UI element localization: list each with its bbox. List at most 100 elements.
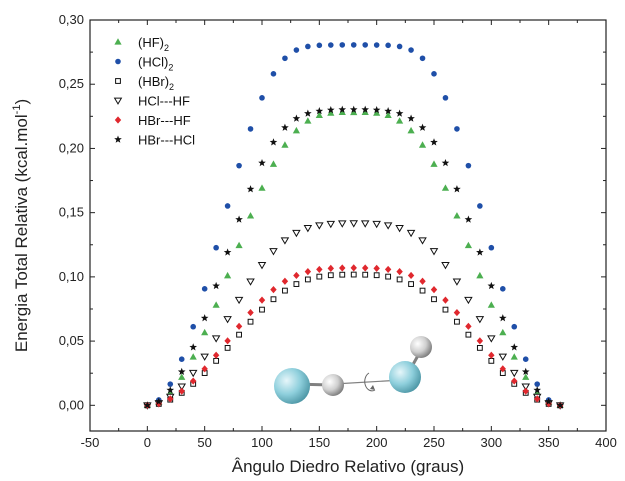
data-point (270, 285, 277, 294)
data-point (464, 241, 472, 249)
legend-marker (115, 78, 121, 84)
data-point (453, 212, 461, 219)
data-point (213, 357, 220, 364)
data-point (269, 248, 278, 256)
data-point (452, 278, 462, 286)
data-point (213, 244, 219, 251)
data-point (476, 248, 484, 256)
data-point (384, 111, 392, 119)
data-point (235, 322, 243, 330)
data-point (522, 373, 530, 380)
series-5 (143, 105, 564, 409)
data-point (167, 381, 174, 387)
data-point (349, 220, 359, 228)
y-axis-title: Energia Total Relativa (kcal.mol-1) (11, 99, 31, 352)
legend-marker (114, 116, 122, 124)
data-point (200, 314, 209, 322)
data-point (384, 107, 392, 115)
data-point (177, 383, 187, 391)
data-point (510, 343, 519, 351)
data-point (511, 323, 518, 330)
data-point (316, 42, 323, 49)
data-point (316, 273, 323, 280)
data-point (407, 126, 415, 134)
data-point (430, 160, 438, 167)
data-point (441, 262, 450, 270)
data-point (235, 241, 243, 249)
data-point (350, 108, 358, 116)
data-point (396, 43, 403, 50)
legend-label: HBr---HF (138, 113, 191, 128)
data-point (270, 71, 277, 77)
data-point (258, 184, 266, 191)
data-point (315, 111, 323, 119)
data-point (315, 107, 324, 115)
data-point (304, 276, 311, 283)
data-point (511, 377, 518, 385)
y-tick-label: 0,20 (59, 140, 84, 155)
data-point (349, 105, 358, 113)
data-point (293, 47, 300, 53)
series-3 (143, 220, 565, 410)
data-point (257, 262, 267, 270)
data-point (178, 373, 186, 380)
data-point (441, 158, 450, 167)
data-point (454, 126, 460, 132)
legend-marker (113, 97, 123, 105)
data-point (292, 229, 301, 238)
data-point (327, 106, 335, 114)
data-point (270, 296, 277, 303)
data-point (408, 281, 414, 287)
x-tick-label: 400 (595, 435, 617, 450)
series-0 (143, 108, 564, 408)
data-point (431, 71, 437, 77)
data-point (212, 351, 220, 359)
legend-label: HCl---HF (138, 94, 190, 109)
data-point (464, 215, 473, 223)
data-point (477, 203, 483, 209)
legend-marker (114, 38, 122, 45)
data-point (509, 369, 519, 378)
x-tick-label: 300 (480, 435, 502, 450)
data-point (475, 316, 485, 324)
data-point (246, 212, 255, 219)
y-tick-label: 0,15 (59, 205, 84, 220)
data-point (534, 395, 541, 403)
large-atom (389, 361, 421, 393)
data-point (360, 220, 370, 228)
x-tick-label: -50 (81, 435, 100, 450)
small-atom (410, 336, 432, 358)
data-point (326, 220, 336, 229)
data-point (385, 42, 391, 49)
data-point (269, 138, 278, 146)
data-point (362, 42, 369, 48)
x-tick-label: 100 (251, 435, 273, 450)
data-point (407, 271, 415, 280)
plot-area: -50 0 50 100 150 200 250 300 350 400 0,00 0,05 0,10 0… (59, 12, 617, 450)
data-point (282, 287, 288, 294)
data-point (304, 268, 312, 276)
data-point (212, 301, 220, 308)
data-point (454, 318, 460, 325)
legend-label: (HCl)2 (138, 55, 173, 73)
data-point (339, 271, 346, 278)
data-point (465, 322, 472, 330)
data-point (281, 141, 289, 148)
y-tick-label: 0,30 (59, 12, 84, 27)
data-point (259, 95, 265, 101)
rotation-arrow (364, 372, 376, 392)
data-point (224, 203, 231, 209)
data-point (259, 306, 265, 313)
data-point (521, 367, 530, 376)
series-1 (144, 42, 563, 409)
data-point (361, 105, 369, 113)
data-point (258, 158, 266, 167)
data-point (430, 285, 438, 294)
series-4 (144, 264, 564, 409)
data-point (431, 296, 437, 303)
data-point (339, 42, 346, 48)
data-point (327, 264, 334, 272)
data-point (292, 114, 301, 122)
data-point (304, 109, 312, 117)
data-point (236, 331, 242, 338)
